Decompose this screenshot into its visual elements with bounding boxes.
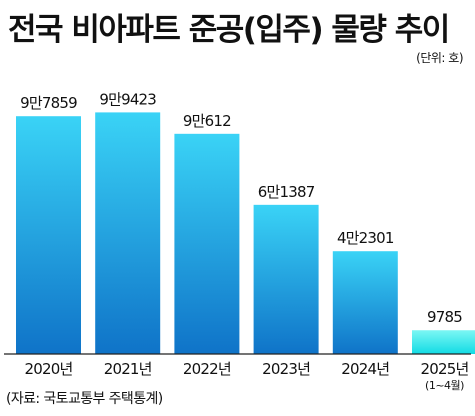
bar-2022년: [174, 133, 240, 354]
bar-2023년: [253, 204, 319, 354]
value-label: 4만2301: [337, 229, 394, 247]
value-label: 9만7859: [20, 94, 77, 112]
bar-2024년: [332, 251, 398, 354]
value-label: 9785: [427, 308, 462, 326]
category-label: 2022년: [183, 360, 231, 378]
bar-2020년: [16, 116, 81, 354]
category-label: 2021년: [104, 360, 152, 378]
value-label: 6만1387: [258, 183, 315, 201]
bar-2021년: [95, 112, 161, 355]
chart-title: 전국 비아파트 준공(입주) 물량 추이: [8, 12, 450, 48]
value-label: 9만9423: [99, 90, 156, 108]
category-label: 2025년: [421, 360, 469, 378]
category-label: 2020년: [25, 360, 73, 378]
value-label: 9만612: [183, 112, 231, 130]
unit-label: (단위: 호): [416, 51, 463, 65]
category-label: 2023년: [262, 360, 310, 378]
category-label: 2024년: [341, 360, 389, 378]
category-note: (1~4월): [425, 379, 464, 392]
source-note: (자료: 국토교통부 주택통계): [6, 391, 163, 407]
bar-2025년: [412, 330, 475, 354]
